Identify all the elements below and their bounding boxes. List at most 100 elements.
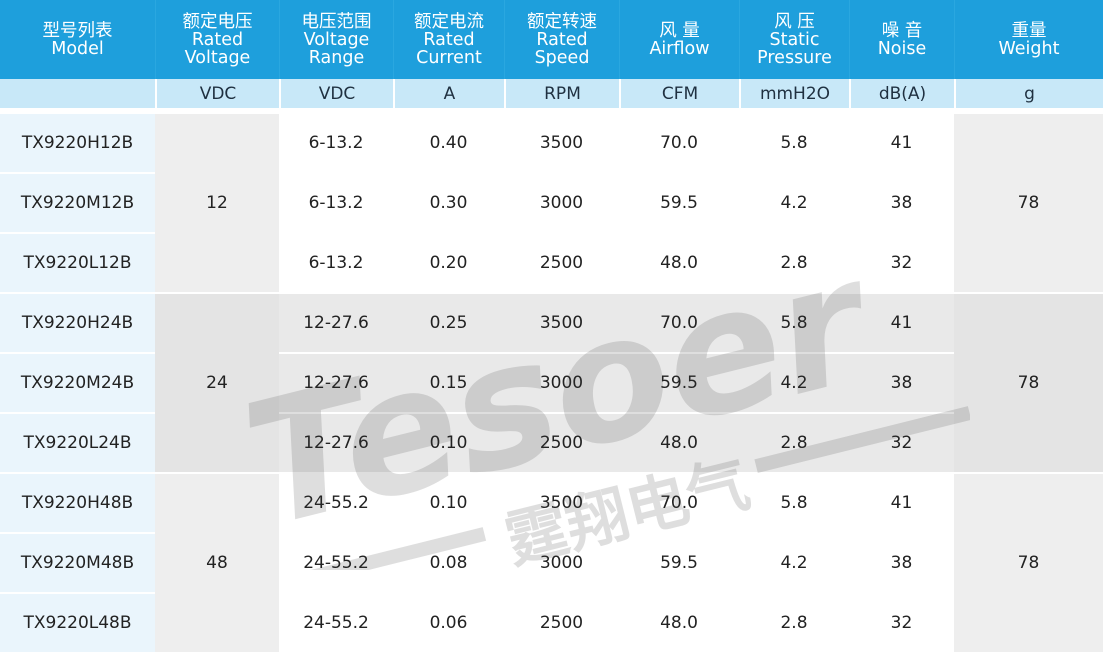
- speed-cell: 3500: [504, 294, 619, 354]
- range-cell: 12-27.6: [279, 354, 393, 414]
- noise-cell: 41: [849, 294, 954, 354]
- column-header-zh: 噪 音: [881, 20, 923, 41]
- range-cell: 6-13.2: [279, 114, 393, 174]
- column-header: 风 压 Static Pressure: [739, 0, 849, 79]
- current-cell: 0.15: [393, 354, 504, 414]
- column-header-en: Pressure: [757, 47, 832, 68]
- column-header: 重量 Weight: [954, 0, 1103, 79]
- current-cell: 0.25: [393, 294, 504, 354]
- rated-voltage-cell: 48: [155, 474, 279, 654]
- speed-cell: 2500: [504, 414, 619, 474]
- speed-cell: 2500: [504, 234, 619, 294]
- unit-cell: g: [954, 79, 1103, 108]
- current-cell: 0.08: [393, 534, 504, 594]
- range-cell: 12-27.6: [279, 294, 393, 354]
- column-header-en: Rated: [536, 29, 588, 50]
- speed-cell: 3000: [504, 534, 619, 594]
- column-header: 额定电流 Rated Current: [393, 0, 504, 79]
- current-cell: 0.06: [393, 594, 504, 654]
- column-header-en: Voltage: [184, 47, 251, 68]
- current-cell: 0.30: [393, 174, 504, 234]
- speed-cell: 3000: [504, 354, 619, 414]
- column-header-en: Rated: [423, 29, 475, 50]
- airflow-cell: 48.0: [619, 414, 739, 474]
- weight-cell: 78: [954, 474, 1103, 654]
- airflow-cell: 70.0: [619, 294, 739, 354]
- current-cell: 0.40: [393, 114, 504, 174]
- column-header: 额定电压 Rated Voltage: [155, 0, 279, 79]
- rated-voltage-cell: 24: [155, 294, 279, 474]
- unit-cell: dB(A): [849, 79, 954, 108]
- column-header: 型号列表 Model: [0, 0, 155, 79]
- pressure-cell: 4.2: [739, 354, 849, 414]
- weight-cell: 78: [954, 114, 1103, 294]
- column-header: 噪 音 Noise: [849, 0, 954, 79]
- unit-cell: mmH2O: [739, 79, 849, 108]
- pressure-cell: 4.2: [739, 534, 849, 594]
- airflow-cell: 48.0: [619, 234, 739, 294]
- column-header-en: Speed: [534, 47, 590, 68]
- noise-cell: 41: [849, 474, 954, 534]
- header-row: 型号列表 Model 额定电压 Rated Voltage 电压范围 Voltage Rang…: [0, 0, 1103, 79]
- model-cell: TX9220M48B: [0, 534, 155, 594]
- current-cell: 0.10: [393, 474, 504, 534]
- column-header-en: Rated: [191, 29, 244, 50]
- speed-cell: 3000: [504, 174, 619, 234]
- pressure-cell: 5.8: [739, 294, 849, 354]
- range-cell: 6-13.2: [279, 234, 393, 294]
- noise-cell: 41: [849, 114, 954, 174]
- units-row: VDC VDC A RPM CFM mmH2O dB(A) g: [0, 79, 1103, 108]
- column-header-zh: 风 量: [659, 20, 700, 41]
- unit-cell: VDC: [155, 79, 279, 108]
- unit-cell: A: [393, 79, 504, 108]
- noise-cell: 32: [849, 414, 954, 474]
- airflow-cell: 59.5: [619, 174, 739, 234]
- unit-cell: VDC: [279, 79, 393, 108]
- current-cell: 0.10: [393, 414, 504, 474]
- range-cell: 24-55.2: [279, 474, 393, 534]
- pressure-cell: 2.8: [739, 234, 849, 294]
- unit-cell: RPM: [504, 79, 619, 108]
- airflow-cell: 59.5: [619, 534, 739, 594]
- airflow-cell: 70.0: [619, 114, 739, 174]
- model-cell: TX9220M12B: [0, 174, 155, 234]
- rated-voltage-cell: 12: [155, 114, 279, 294]
- pressure-cell: 4.2: [739, 174, 849, 234]
- unit-cell: CFM: [619, 79, 739, 108]
- table-row: TX9220H48B 48 24-55.2 0.10 3500 70.0 5.8 41 78: [0, 474, 1103, 654]
- speed-cell: 2500: [504, 594, 619, 654]
- column-header-en: Voltage: [303, 29, 370, 50]
- model-cell: TX9220L24B: [0, 414, 155, 474]
- table-row: TX9220H12B 12 6-13.2 0.40 3500 70.0 5.8 41 78: [0, 114, 1103, 294]
- noise-cell: 32: [849, 594, 954, 654]
- table-row: TX9220L12B 6-13.2 0.20 2500 48.0 2.8 32: [0, 234, 1103, 294]
- column-header: 风 量 Airflow: [619, 0, 739, 79]
- pressure-cell: 5.8: [739, 114, 849, 174]
- column-header-zh: 型号列表: [42, 20, 113, 41]
- model-cell: TX9220L12B: [0, 234, 155, 294]
- range-cell: 24-55.2: [279, 594, 393, 654]
- column-header-zh: 重量: [1011, 20, 1047, 41]
- weight-cell: 78: [954, 294, 1103, 474]
- table-row: TX9220M12B 6-13.2 0.30 3000 59.5 4.2 38: [0, 174, 1103, 234]
- column-header-zh: 风 压: [774, 11, 815, 32]
- airflow-cell: 70.0: [619, 474, 739, 534]
- column-header-zh: 额定转速: [527, 11, 597, 32]
- noise-cell: 32: [849, 234, 954, 294]
- airflow-cell: 59.5: [619, 354, 739, 414]
- table-row: TX9220L24B 12-27.6 0.10 2500 48.0 2.8 32: [0, 414, 1103, 474]
- table-row: TX9220H24B 24 12-27.6 0.25 3500 70.0 5.8 41 78: [0, 294, 1103, 474]
- speed-cell: 3500: [504, 114, 619, 174]
- noise-cell: 38: [849, 354, 954, 414]
- current-cell: 0.20: [393, 234, 504, 294]
- noise-cell: 38: [849, 534, 954, 594]
- model-cell: TX9220H48B: [0, 474, 155, 534]
- column-header-zh: 额定电流: [414, 11, 484, 32]
- column-header-zh: 电压范围: [301, 11, 372, 32]
- column-header-en: Range: [308, 47, 365, 68]
- column-header: 额定转速 Rated Speed: [504, 0, 619, 79]
- range-cell: 12-27.6: [279, 414, 393, 474]
- model-cell: TX9220M24B: [0, 354, 155, 414]
- speed-cell: 3500: [504, 474, 619, 534]
